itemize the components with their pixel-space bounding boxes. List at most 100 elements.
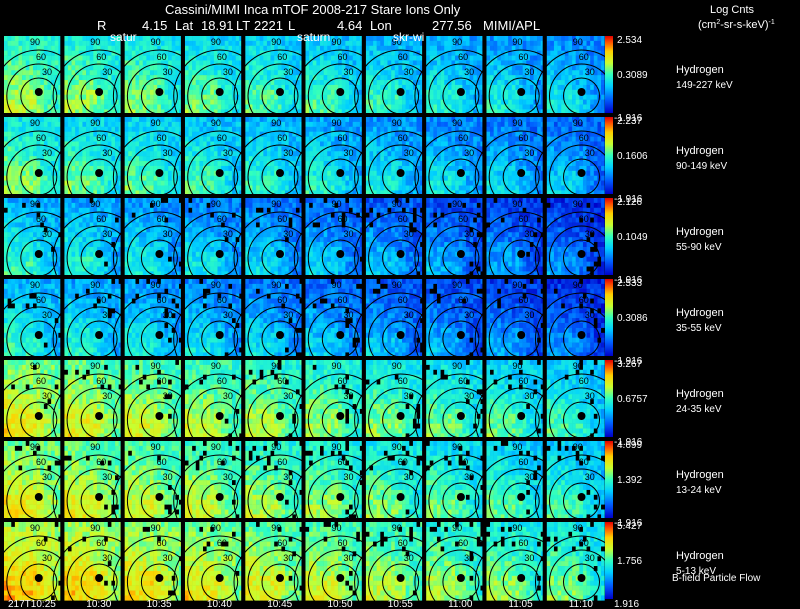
image-pixel [601, 45, 605, 51]
image-pixel [40, 36, 45, 42]
image-pixel [33, 175, 37, 181]
image-pixel [493, 60, 498, 66]
image-pixel [380, 185, 385, 191]
image-pixel [557, 45, 562, 51]
image-pixel [433, 146, 438, 152]
image-pixel [71, 131, 76, 137]
contour-label: 30 [42, 67, 52, 77]
image-pixel [440, 141, 445, 147]
image-pixel [171, 121, 176, 128]
image-pixel [398, 109, 403, 115]
image-pixel [295, 40, 300, 47]
image-pixel [380, 121, 385, 128]
image-pixel [455, 65, 460, 71]
image-pixel [111, 109, 116, 115]
image-pixel [164, 117, 169, 123]
image-pixel [373, 89, 377, 96]
image-pixel [29, 170, 34, 177]
image-pixel [334, 175, 339, 181]
image-pixel [285, 170, 289, 177]
image-pixel [18, 136, 23, 142]
image-pixel [320, 121, 324, 128]
image-pixel [245, 185, 250, 191]
image-pixel [508, 36, 513, 42]
image-pixel [7, 75, 12, 81]
image-pixel [436, 146, 441, 152]
image-pixel [387, 60, 392, 66]
image-pixel [497, 109, 502, 115]
image-pixel [575, 45, 580, 51]
image-pixel [270, 60, 275, 66]
image-pixel [164, 84, 169, 91]
image-pixel [256, 89, 260, 96]
image-pixel [369, 65, 374, 71]
image-pixel [398, 99, 403, 105]
image-pixel [473, 45, 478, 51]
image-pixel [383, 94, 388, 100]
image-pixel [426, 89, 431, 96]
image-pixel [115, 136, 119, 142]
image-pixel [579, 70, 584, 76]
image-pixel [426, 185, 431, 191]
image-pixel [33, 180, 37, 186]
image-pixel [228, 89, 233, 96]
image-pixel [93, 185, 98, 191]
image-pixel [402, 84, 406, 91]
image-pixel [490, 40, 494, 47]
image-pixel [380, 36, 385, 42]
image-pixel [550, 45, 555, 51]
image-pixel [473, 117, 478, 123]
image-pixel [78, 36, 83, 42]
image-pixel [533, 80, 538, 86]
image-pixel [266, 55, 271, 61]
image-pixel [369, 45, 374, 51]
image-pixel [4, 104, 8, 110]
image-pixel [22, 94, 27, 100]
image-pixel [22, 121, 27, 128]
image-pixel [164, 80, 169, 86]
image-pixel [29, 151, 34, 157]
image-pixel [25, 165, 30, 172]
image-pixel [349, 80, 353, 86]
image-pixel [184, 75, 189, 81]
image-pixel [11, 40, 16, 47]
image-pixel [320, 45, 324, 51]
image-pixel [64, 94, 69, 100]
image-pixel [508, 65, 513, 71]
image-pixel [89, 99, 94, 105]
image-pixel [412, 117, 417, 123]
image-pixel [104, 84, 109, 91]
image-pixel [171, 40, 176, 47]
image-pixel [440, 36, 445, 42]
image-pixel [309, 89, 314, 96]
image-pixel [213, 45, 218, 51]
image-pixel [522, 80, 527, 86]
image-pixel [188, 175, 193, 181]
image-pixel [51, 84, 56, 91]
image-pixel [341, 117, 346, 123]
image-pixel [86, 89, 90, 96]
image-pixel [504, 94, 509, 100]
image-pixel [263, 45, 268, 51]
image-pixel [217, 185, 222, 191]
image-pixel [206, 151, 211, 157]
image-pixel [259, 75, 264, 81]
image-pixel [568, 36, 573, 42]
image-pixel [168, 180, 173, 186]
image-pixel [433, 50, 438, 56]
image-pixel [526, 94, 531, 100]
image-pixel [11, 170, 16, 177]
image-pixel [334, 146, 339, 152]
image-pixel [124, 40, 129, 47]
image-pixel [288, 175, 293, 181]
image-pixel [135, 185, 140, 191]
image-pixel [345, 170, 350, 177]
image-pixel [82, 89, 87, 96]
image-pixel [394, 80, 399, 86]
image-pixel [316, 161, 321, 167]
image-pixel [486, 109, 491, 115]
image-pixel [500, 45, 505, 51]
image-pixel [341, 65, 346, 71]
image-pixel [409, 80, 414, 86]
image-pixel [469, 175, 474, 181]
